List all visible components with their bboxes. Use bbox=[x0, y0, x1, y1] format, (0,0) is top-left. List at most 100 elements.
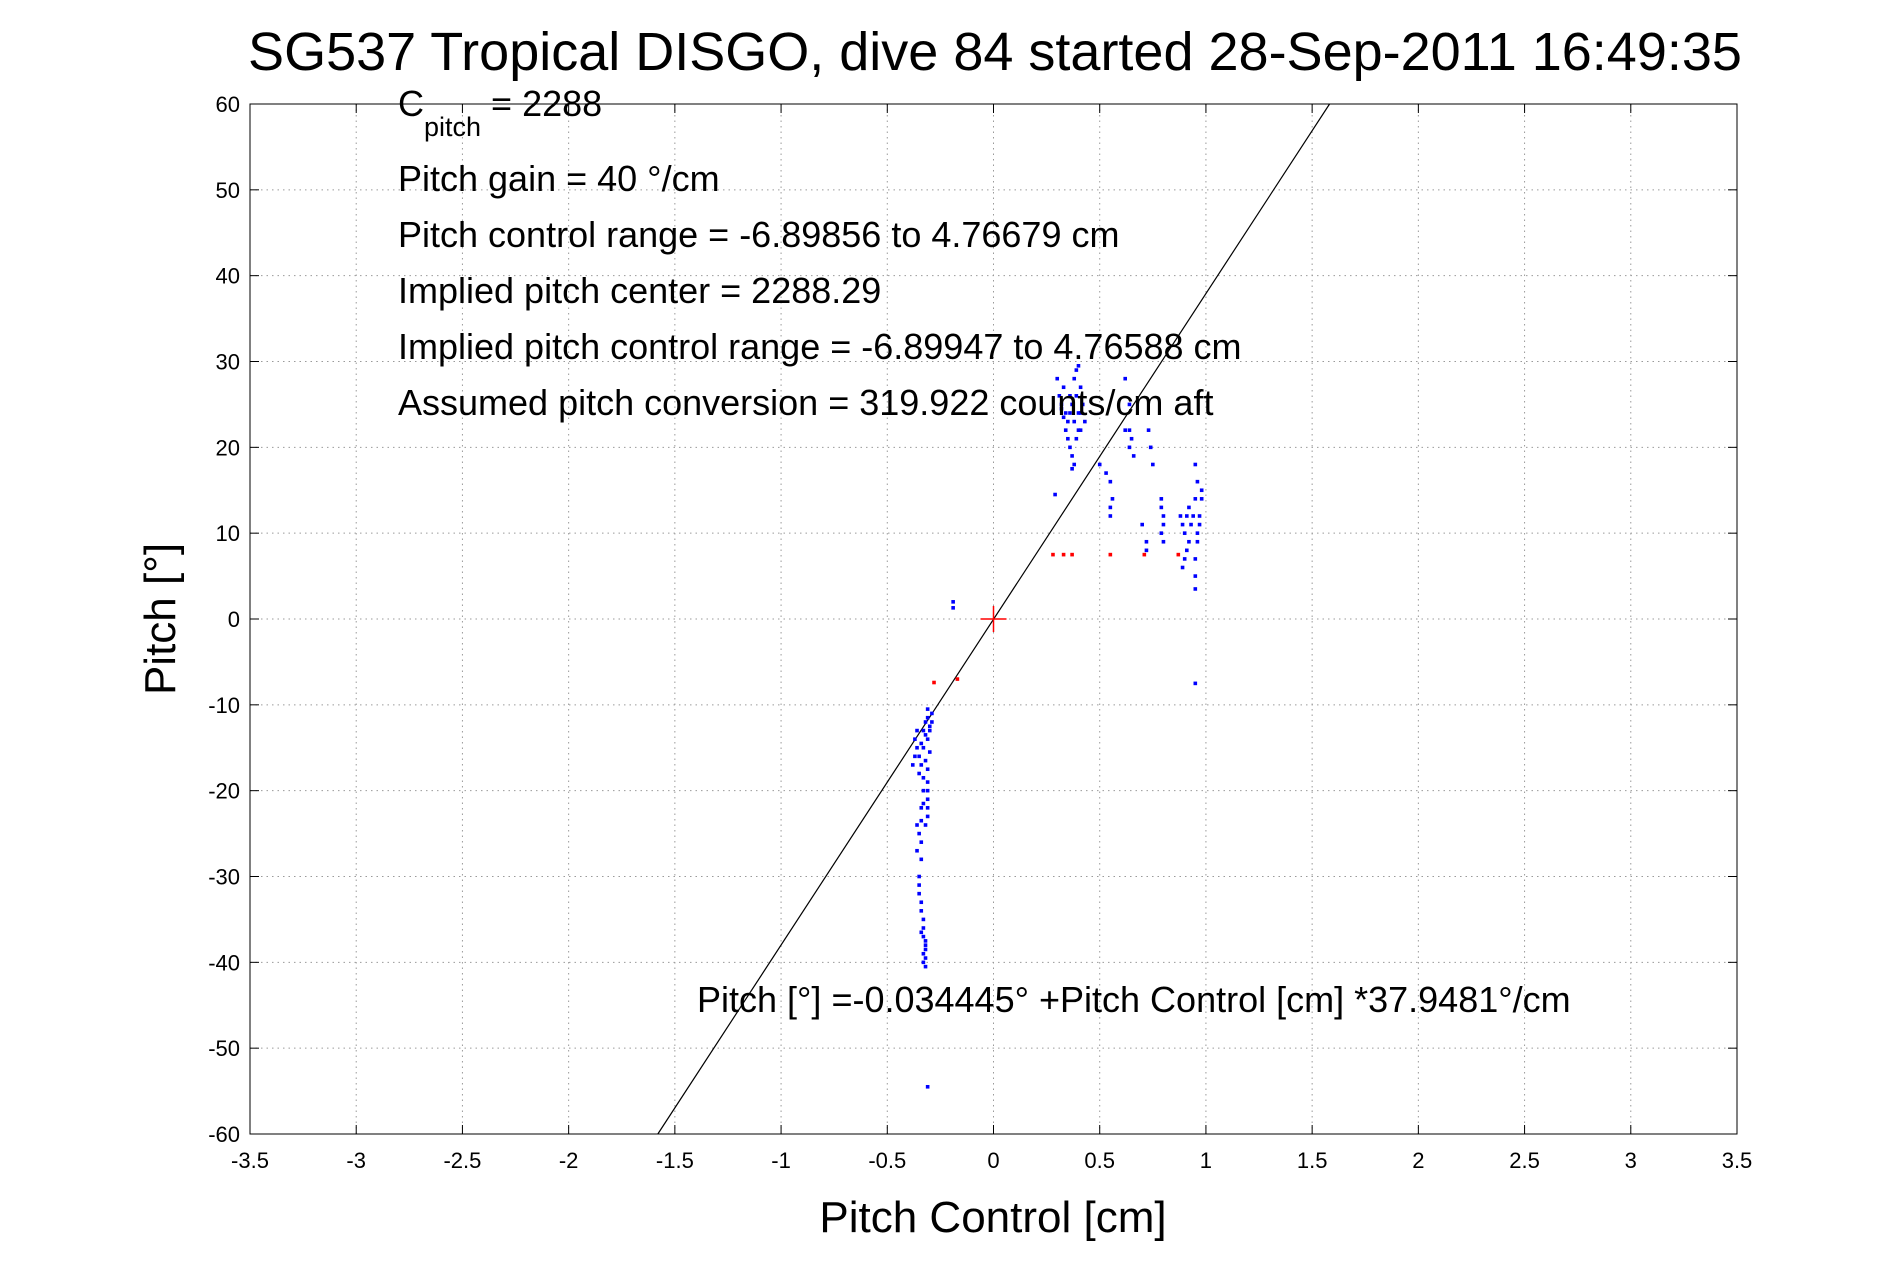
data-point bbox=[1076, 411, 1081, 415]
data-point bbox=[1070, 552, 1074, 557]
data-point bbox=[1193, 497, 1198, 501]
data-point bbox=[917, 874, 921, 879]
x-tick-label: -0.5 bbox=[868, 1148, 906, 1173]
x-axis-label: Pitch Control [cm] bbox=[819, 1193, 1166, 1242]
data-point bbox=[1108, 479, 1113, 484]
data-point bbox=[923, 733, 928, 737]
data-point bbox=[1151, 462, 1155, 467]
pitch-gain-annotation: Pitch gain = 40 °/cm bbox=[398, 158, 720, 199]
y-tick-label: -20 bbox=[208, 779, 240, 804]
data-point bbox=[1074, 368, 1079, 372]
x-tick-label: 3 bbox=[1625, 1148, 1637, 1173]
data-point bbox=[921, 788, 926, 793]
data-point bbox=[1072, 376, 1077, 381]
data-point bbox=[1068, 445, 1072, 450]
data-point bbox=[919, 857, 924, 862]
data-point bbox=[1193, 557, 1198, 561]
data-point bbox=[919, 930, 924, 935]
data-point bbox=[921, 775, 926, 780]
data-point bbox=[913, 754, 917, 759]
x-tick-label: 0 bbox=[987, 1148, 999, 1173]
data-point bbox=[1061, 552, 1066, 557]
y-tick-labels: -60 -50 -40 -30 -20 -10 0 10 20 30 40 50 60 bbox=[208, 92, 240, 1147]
data-point bbox=[1127, 402, 1132, 407]
data-point bbox=[1063, 411, 1068, 415]
data-point bbox=[923, 964, 928, 969]
data-point bbox=[925, 767, 930, 772]
data-point bbox=[1123, 376, 1128, 381]
y-tick-label: 10 bbox=[216, 521, 240, 546]
x-tick-label: -2.5 bbox=[443, 1148, 481, 1173]
data-point bbox=[1197, 522, 1202, 527]
y-tick-label: 50 bbox=[216, 178, 240, 203]
data-point bbox=[917, 754, 921, 759]
x-tick-label: 3.5 bbox=[1722, 1148, 1753, 1173]
data-point bbox=[925, 707, 930, 711]
data-point bbox=[1057, 394, 1062, 398]
data-point bbox=[921, 934, 926, 939]
data-point bbox=[930, 720, 934, 724]
data-point bbox=[1178, 514, 1183, 518]
data-point bbox=[1187, 505, 1191, 510]
x-tick-label: 0.5 bbox=[1084, 1148, 1115, 1173]
data-point bbox=[919, 763, 924, 767]
data-point bbox=[913, 737, 917, 741]
data-point bbox=[1053, 492, 1057, 497]
y-tick-label: 60 bbox=[216, 92, 240, 117]
data-point bbox=[955, 677, 960, 681]
data-point bbox=[1144, 548, 1149, 553]
data-point bbox=[1055, 376, 1060, 381]
data-point bbox=[1059, 402, 1064, 407]
data-point bbox=[1072, 419, 1077, 424]
y-tick-label: -50 bbox=[208, 1036, 240, 1061]
data-point bbox=[925, 780, 930, 784]
data-point bbox=[921, 801, 926, 806]
data-point bbox=[925, 737, 930, 741]
data-point bbox=[1180, 522, 1185, 527]
data-point bbox=[921, 926, 926, 930]
data-point bbox=[1063, 428, 1068, 432]
data-point bbox=[1142, 552, 1147, 557]
data-point bbox=[917, 891, 921, 896]
data-point bbox=[1148, 445, 1153, 450]
assumed-conversion-annotation: Assumed pitch conversion = 319.922 count… bbox=[398, 382, 1213, 423]
data-point bbox=[919, 840, 924, 844]
data-point bbox=[923, 947, 928, 952]
x-tick-label: -2 bbox=[559, 1148, 579, 1173]
data-point bbox=[927, 724, 932, 729]
y-tick-label: 20 bbox=[216, 435, 240, 460]
data-point bbox=[915, 823, 919, 827]
x-tick-label: -1 bbox=[771, 1148, 791, 1173]
data-point bbox=[919, 741, 924, 746]
data-point bbox=[1159, 531, 1164, 535]
data-point bbox=[927, 750, 932, 754]
data-point bbox=[1123, 428, 1128, 432]
data-point bbox=[1076, 428, 1081, 432]
implied-center-annotation: Implied pitch center = 2288.29 bbox=[398, 270, 881, 311]
data-point bbox=[927, 728, 932, 733]
data-point bbox=[1076, 363, 1081, 368]
data-point bbox=[925, 1084, 930, 1089]
data-point bbox=[1131, 454, 1136, 458]
data-point bbox=[1108, 552, 1113, 557]
y-tick-label: -40 bbox=[208, 950, 240, 975]
x-tick-labels: -3.5 -3 -2.5 -2 -1.5 -1 -0.5 0 0.5 1 1.5 2 2.5 3 3.5 bbox=[231, 1148, 1752, 1173]
data-point bbox=[923, 823, 928, 827]
y-tick-label: 30 bbox=[216, 350, 240, 375]
data-point bbox=[1185, 548, 1189, 553]
data-point bbox=[921, 951, 926, 956]
data-point bbox=[1078, 385, 1083, 390]
data-point bbox=[1068, 411, 1072, 415]
data-point bbox=[1189, 522, 1193, 527]
tick-marks bbox=[249, 103, 1738, 1135]
data-point bbox=[1199, 497, 1204, 501]
data-point bbox=[923, 758, 928, 763]
data-point bbox=[1182, 557, 1187, 561]
control-range-annotation: Pitch control range = -6.89856 to 4.7667… bbox=[398, 214, 1119, 255]
data-point bbox=[1161, 539, 1166, 544]
data-point bbox=[1161, 514, 1166, 518]
data-point bbox=[1129, 436, 1134, 441]
y-tick-label: -10 bbox=[208, 693, 240, 718]
data-point bbox=[1110, 497, 1115, 501]
data-point bbox=[915, 848, 919, 853]
